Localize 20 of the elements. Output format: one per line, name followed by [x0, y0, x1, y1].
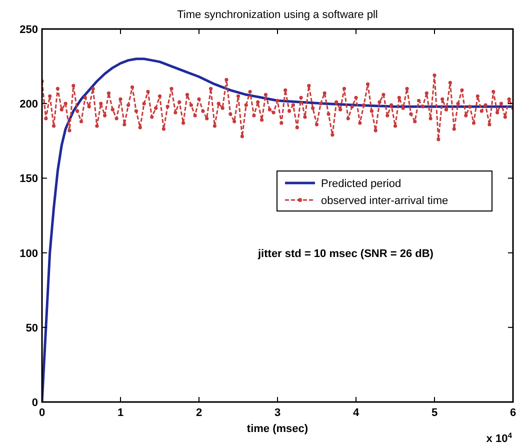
- y-tick-label: 200: [20, 98, 38, 111]
- y-tick-label: 50: [26, 322, 38, 334]
- legend-label: observed inter-arrival time: [321, 195, 448, 207]
- y-tick-label: 150: [20, 173, 38, 186]
- y-tick-label: 0: [32, 397, 38, 409]
- y-tick-label: 100: [20, 248, 38, 260]
- legend-label: Predicted period: [321, 178, 402, 190]
- x-tick-label: 2: [196, 407, 202, 419]
- x-tick-label: 3: [274, 407, 281, 419]
- x-tick-label: 1: [117, 407, 124, 419]
- x-tick-label: 4: [352, 407, 360, 419]
- text: x 10$^{4}$: [486, 430, 513, 445]
- annotation: jitter std = 10 msec (SNR = 26 dB): [257, 248, 434, 260]
- x-tick-label: 6: [510, 407, 516, 419]
- x-tick-label: 0: [38, 407, 46, 419]
- x-tick-label: 5: [431, 407, 438, 419]
- y-tick-label: 250: [20, 24, 38, 36]
- chart-title: Time synchronization using a software pll: [177, 9, 378, 21]
- x-axis-title: time (msec): [246, 423, 308, 435]
- line-series: [42, 58, 513, 404]
